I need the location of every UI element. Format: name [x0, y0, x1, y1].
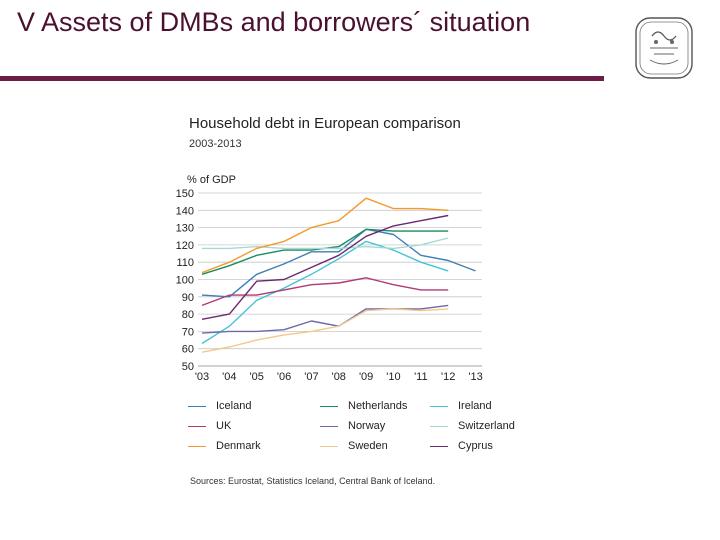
- legend-swatch: [320, 425, 338, 427]
- x-tick-label: '11: [414, 371, 428, 383]
- x-tick-label: '12: [441, 371, 455, 383]
- legend-swatch: [188, 425, 206, 427]
- x-tick-label: '13: [468, 371, 482, 383]
- series-line-ireland: [201, 240, 449, 345]
- chart-subtitle: 2003-2013: [189, 138, 242, 150]
- legend-label: Norway: [348, 420, 386, 432]
- y-tick-label: 100: [176, 275, 194, 287]
- legend-swatch: [430, 425, 448, 427]
- series-line-uk: [201, 277, 449, 307]
- legend-label: Sweden: [348, 440, 388, 452]
- y-tick-label: 80: [182, 309, 194, 321]
- legend-item-netherlands: Netherlands: [320, 399, 430, 413]
- series-line-sweden: [201, 308, 449, 353]
- series-lines: [201, 197, 476, 353]
- legend-swatch: [320, 405, 338, 407]
- legend-item-norway: Norway: [320, 419, 430, 433]
- legend-item-denmark: Denmark: [188, 439, 320, 453]
- x-tick-labels: '03 '04 '05 '06 '07 '08 '09 '10 '11 '12 '13: [195, 371, 483, 383]
- legend-swatch: [430, 405, 448, 407]
- legend-label: Cyprus: [458, 440, 493, 452]
- legend-swatch: [188, 405, 206, 407]
- y-tick-label: 140: [176, 205, 194, 217]
- y-tick-label: 70: [182, 326, 194, 338]
- x-tick-label: '10: [386, 371, 400, 383]
- y-tick-label: 150: [176, 188, 194, 200]
- legend-swatch: [320, 445, 338, 447]
- x-tick-label: '08: [332, 371, 346, 383]
- x-tick-label: '04: [222, 371, 236, 383]
- y-tick-label: 50: [182, 361, 194, 373]
- x-tick-label: '09: [359, 371, 373, 383]
- legend-item-sweden: Sweden: [320, 439, 430, 453]
- x-tick-label: '06: [277, 371, 291, 383]
- legend-item-switzerland: Switzerland: [430, 419, 520, 433]
- legend-label: Denmark: [216, 440, 261, 452]
- x-tick-label: '05: [250, 371, 264, 383]
- chart-legend: Iceland Netherlands Ireland UK Norway Switzer…: [188, 399, 518, 453]
- series-line-cyprus: [201, 214, 449, 320]
- legend-label: UK: [216, 420, 232, 432]
- y-tick-labels: 50 60 70 80 90 100 110 120 130 140 150: [176, 188, 194, 373]
- institution-seal-icon: [635, 17, 693, 79]
- series-line-switzerland: [202, 237, 449, 250]
- y-tick-label: 60: [182, 344, 194, 356]
- legend-swatch: [430, 445, 448, 447]
- x-tick-label: '03: [195, 371, 209, 383]
- gridlines: [198, 192, 482, 367]
- legend-label: Ireland: [458, 400, 492, 412]
- y-tick-label: 130: [176, 223, 194, 235]
- chart-title: Household debt in European comparison: [189, 115, 461, 132]
- legend-label: Switzerland: [458, 420, 515, 432]
- x-tick-label: '07: [304, 371, 318, 383]
- title-underline: [0, 76, 604, 81]
- series-line-norway: [201, 304, 449, 334]
- slide-title: V Assets of DMBs and borrowers´ situatio…: [17, 7, 531, 37]
- y-tick-label: 120: [176, 240, 194, 252]
- legend-item-ireland: Ireland: [430, 399, 520, 413]
- legend-item-cyprus: Cyprus: [430, 439, 520, 453]
- y-tick-label: 110: [176, 257, 194, 269]
- chart-sources: Sources: Eurostat, Statistics Iceland, C…: [190, 476, 436, 486]
- legend-label: Netherlands: [348, 400, 408, 412]
- legend-item-uk: UK: [188, 419, 320, 433]
- series-line-iceland: [201, 228, 476, 298]
- y-tick-label: 90: [182, 292, 194, 304]
- legend-label: Iceland: [216, 400, 252, 412]
- y-axis-label: % of GDP: [187, 174, 236, 186]
- series-line-denmark: [201, 197, 449, 274]
- legend-swatch: [188, 445, 206, 447]
- legend-item-iceland: Iceland: [188, 399, 320, 413]
